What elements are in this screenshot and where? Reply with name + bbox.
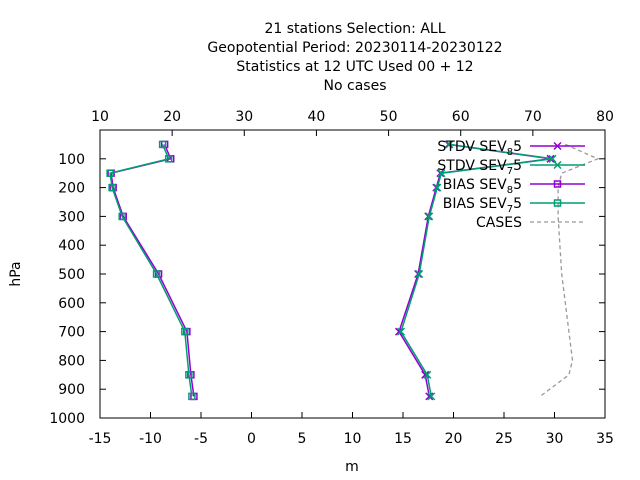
series-2: [396, 140, 557, 401]
title-line-3: Statistics at 12 UTC Used 00 + 12: [236, 59, 473, 75]
x-tick-label: 10: [344, 431, 362, 447]
series-line: [110, 144, 195, 397]
y-tick-label: 700: [58, 325, 85, 341]
x2-axis: 10 20 30 40 50 60 70 80: [91, 109, 614, 136]
x-tick-label: 25: [495, 431, 513, 447]
data-point: [427, 392, 436, 401]
legend-item: BIAS SEV85: [443, 177, 585, 196]
legend-label: STDV SEV75: [437, 158, 522, 177]
x2-tick-label: 40: [308, 109, 326, 125]
x-tick-label: -15: [89, 431, 112, 447]
y-tick-label: 600: [58, 296, 85, 312]
data-point: [423, 370, 432, 379]
y-tick-label: 800: [58, 353, 85, 369]
legend-item: STDV SEV85: [437, 139, 585, 158]
series-line: [539, 143, 600, 397]
y-tick-label: 500: [58, 267, 85, 283]
data-point: [118, 212, 126, 221]
data-point: [425, 212, 434, 221]
y-tick-label: 100: [58, 152, 85, 168]
data-point: [548, 154, 557, 163]
x2-tick-label: 20: [163, 109, 181, 125]
y-tick-label: 900: [58, 382, 85, 398]
x-tick-label: -5: [194, 431, 208, 447]
x2-tick-label: 50: [380, 109, 398, 125]
series-line: [109, 144, 193, 397]
data-point: [181, 327, 189, 336]
legend-item: CASES: [476, 215, 585, 231]
x-axis: -15 -10 -5 0 5 10 15 20 25 30 35: [89, 412, 614, 447]
series-4: [106, 140, 196, 401]
data-point: [445, 140, 454, 149]
data-point: [106, 169, 114, 177]
data-point: [433, 183, 442, 192]
x2-tick-label: 80: [596, 109, 614, 125]
data-point: [158, 140, 167, 149]
data-point: [108, 183, 116, 192]
legend-label: BIAS SEV85: [443, 177, 522, 196]
x-tick-label: 20: [445, 431, 463, 447]
y-tick-label: 300: [58, 209, 85, 225]
data-point: [152, 270, 161, 278]
legend-item: STDV SEV75: [437, 158, 585, 177]
data-point: [185, 371, 193, 379]
legend-marker: [553, 160, 562, 170]
y-axis: 100 200 300 400 500 600 700 800 900 1000: [49, 152, 605, 427]
x2-tick-label: 70: [524, 109, 542, 125]
series-3: [107, 140, 198, 401]
x2-tick-label: 30: [235, 109, 253, 125]
data-point: [396, 327, 406, 336]
data-point: [415, 269, 424, 279]
x-tick-label: 5: [298, 431, 307, 447]
x2-tick-label: 60: [452, 109, 470, 125]
x-tick-label: 15: [394, 431, 412, 447]
legend-marker: [553, 180, 562, 188]
title-line-4: No cases: [324, 78, 387, 94]
y-axis-label: hPa: [8, 261, 24, 286]
chart-title: 21 stations Selection: ALL Geopotential …: [207, 21, 502, 94]
y-tick-label: 1000: [49, 411, 85, 427]
x-axis-label: m: [345, 459, 359, 475]
title-line-2: Geopotential Period: 20230114-20230122: [207, 40, 502, 56]
data-point: [437, 169, 446, 178]
x-tick-label: -10: [139, 431, 162, 447]
x-tick-label: 30: [546, 431, 564, 447]
data-point: [164, 155, 173, 163]
x-tick-label: 0: [247, 431, 256, 447]
legend-label: STDV SEV85: [437, 139, 522, 158]
series-layer: [106, 140, 600, 401]
y-tick-label: 200: [58, 181, 85, 197]
legend-item: BIAS SEV75: [443, 196, 585, 215]
plot-frame: [99, 129, 606, 419]
legend-label: BIAS SEV75: [443, 196, 522, 215]
data-point: [188, 392, 196, 401]
legend-label: CASES: [476, 215, 522, 231]
title-line-1: 21 stations Selection: ALL: [264, 21, 445, 37]
legend-marker: [553, 199, 562, 207]
y-tick-label: 400: [58, 238, 85, 254]
legend-marker: [553, 141, 562, 151]
series-5: [539, 143, 600, 397]
x2-tick-label: 10: [91, 109, 109, 125]
x-tick-label: 35: [596, 431, 614, 447]
